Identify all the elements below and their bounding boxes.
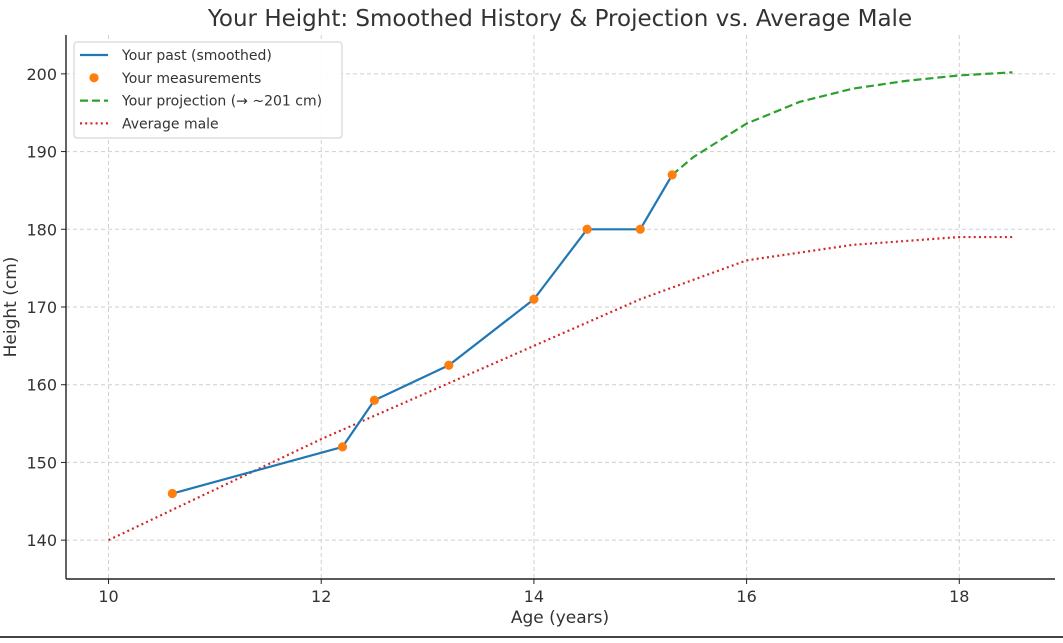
series-line-your-projection-201-cm: [671, 71, 1013, 176]
legend: Your past (smoothed) Your measurements You…: [73, 41, 343, 139]
series-line-your-past-smoothed: [172, 174, 674, 495]
measurement-point-3: [444, 360, 454, 370]
x-axis-title: Age (years): [511, 608, 609, 628]
measurement-point-6: [635, 224, 645, 234]
measurement-point-1: [337, 442, 348, 452]
y-tick-label-4: 180: [26, 220, 57, 239]
legend-label-0: Your past (smoothed): [121, 48, 272, 64]
x-tick-label-2: 14: [524, 587, 544, 606]
measurement-point-2: [369, 395, 379, 405]
measurement-point-4: [529, 294, 539, 304]
y-tick-label-2: 160: [26, 376, 57, 395]
legend-marker-1: [89, 73, 99, 83]
series-layer: [108, 71, 1013, 542]
y-tick-label-5: 190: [26, 143, 57, 162]
x-tick-label-1: 12: [311, 587, 331, 606]
y-axis-title: Height (cm): [1, 257, 21, 358]
y-tick-label-1: 150: [26, 453, 57, 472]
y-tick-label-3: 170: [26, 298, 57, 317]
y-tick-label-6: 200: [26, 65, 57, 84]
legend-label-1: Your measurements: [121, 71, 261, 87]
measurement-point-7: [667, 170, 677, 180]
chart-title: Your Height: Smoothed History & Projecti…: [207, 6, 912, 32]
bottom-border: [0, 636, 1063, 638]
legend-box: [73, 41, 343, 139]
series-line-average-male: [108, 235, 1013, 542]
x-tick-label-4: 18: [949, 587, 969, 606]
axes: 10 12 14 16 18 140 150 160 170 180 190 200: [26, 35, 1055, 606]
legend-label-3: Average male: [122, 116, 219, 132]
measurement-point-0: [167, 488, 177, 499]
y-tick-label-0: 140: [26, 531, 57, 550]
measurement-point-5: [582, 224, 592, 234]
x-tick-label-0: 10: [98, 587, 118, 606]
x-tick-label-3: 16: [736, 587, 756, 606]
legend-label-2: Your projection (→ ~201 cm): [121, 94, 322, 110]
